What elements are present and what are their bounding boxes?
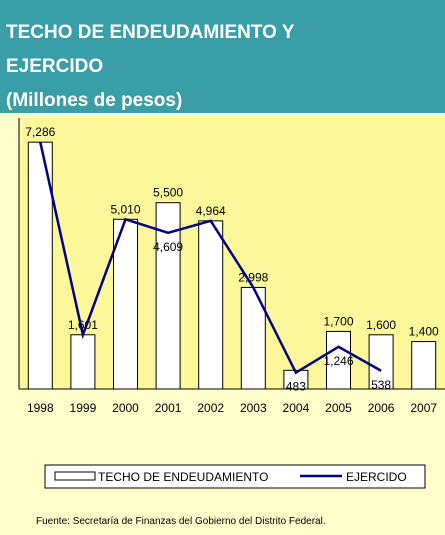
bar-value-label: 1,601 (68, 318, 98, 332)
x-tick-label: 2002 (197, 401, 224, 415)
x-tick-label: 2006 (368, 401, 395, 415)
bar (368, 334, 394, 390)
bar (70, 334, 96, 390)
legend-swatch (54, 471, 96, 481)
line-value-label: 538 (371, 378, 391, 392)
x-tick-label: 2000 (112, 401, 139, 415)
line (39, 141, 382, 375)
bar-value-label: 4,964 (196, 204, 226, 218)
line-value-label: 483 (286, 380, 306, 394)
x-tick-label: 2005 (325, 401, 352, 415)
bar (326, 330, 351, 390)
bar (113, 218, 138, 390)
x-tick-label: 1999 (70, 401, 97, 415)
bar-value-label: 5,500 (153, 186, 183, 200)
line-value-label: 1,246 (323, 354, 353, 368)
legend-label: EJERCIDO (346, 470, 407, 484)
title-box (0, 0, 445, 113)
x-tick-label: 2003 (240, 401, 267, 415)
chart-subtitle: (Millones de pesos) (6, 90, 182, 111)
bar-value-label: 5,010 (110, 202, 140, 216)
bar-value-label: 1,700 (323, 314, 353, 328)
bar-value-label: 1,600 (366, 318, 396, 332)
source-note: Fuente: Secretaría de Finanzas del Gobie… (36, 516, 326, 527)
legend-label: TECHO DE ENDEUDAMIENTO (98, 470, 268, 484)
x-tick-label: 2004 (283, 401, 310, 415)
bar (411, 341, 437, 390)
line-value-label: 4,609 (153, 240, 183, 254)
bar-value-label: 1,400 (409, 325, 439, 339)
chart-title: TECHO DE ENDEUDAMIENTO Y EJERCIDO (6, 22, 295, 77)
x-tick-label: 2001 (155, 401, 182, 415)
x-tick-label: 2007 (410, 401, 437, 415)
legend (44, 464, 426, 489)
bar (198, 220, 224, 390)
bar-value-label: 7,286 (25, 125, 55, 139)
x-tick-label: 1998 (27, 401, 54, 415)
